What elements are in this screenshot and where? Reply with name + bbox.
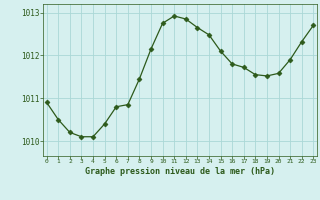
X-axis label: Graphe pression niveau de la mer (hPa): Graphe pression niveau de la mer (hPa) [85, 167, 275, 176]
